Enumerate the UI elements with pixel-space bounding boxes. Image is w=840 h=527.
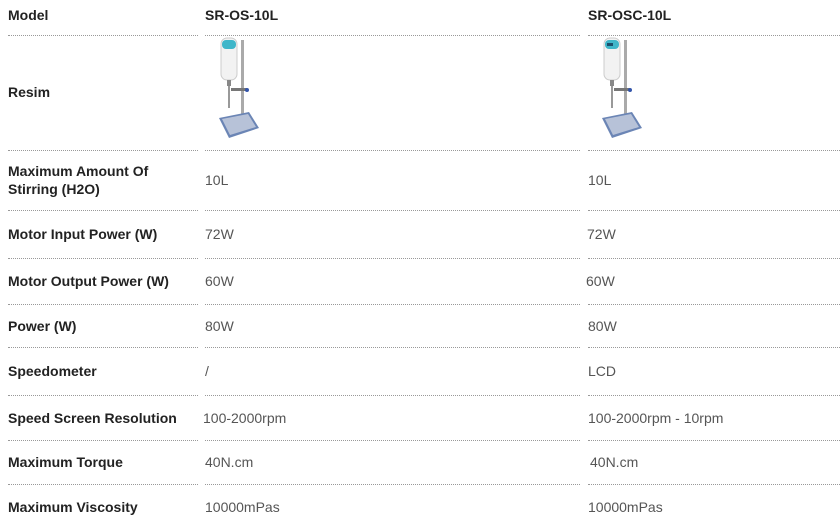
column-header: SR-OSC-10L (588, 4, 671, 26)
cell-value: 40N.cm (205, 442, 253, 482)
cell-value: 60W (205, 260, 234, 302)
row-separator (8, 395, 198, 396)
row-separator (588, 210, 840, 211)
row-separator (8, 210, 198, 211)
row-label: Maximum Torque (8, 442, 200, 482)
row-separator (588, 484, 840, 485)
row-separator (588, 304, 840, 305)
row-separator (205, 258, 580, 259)
cell-value: 72W (587, 212, 616, 256)
row-separator (588, 440, 840, 441)
cell-value: 72W (205, 212, 234, 256)
row-label: Maximum Viscosity (8, 486, 200, 527)
row-label: Power (W) (8, 306, 200, 345)
cell-value: 10L (588, 152, 611, 208)
row-label: Maximum Amount Of Stirring (H2O) (8, 152, 200, 208)
cell-value: 10000mPas (588, 486, 663, 527)
row-separator (8, 35, 198, 36)
row-separator (8, 258, 198, 259)
cell-value: 60W (586, 260, 615, 302)
row-separator (205, 35, 580, 36)
cell-value: 80W (588, 306, 617, 345)
row-separator (588, 35, 840, 36)
row-label: Resim (8, 80, 200, 104)
row-separator (588, 150, 840, 151)
row-separator (8, 440, 198, 441)
spec-table: (() => { const data = JSON.parse(documen… (0, 0, 840, 527)
column-header: SR-OS-10L (205, 4, 278, 26)
row-separator (205, 304, 580, 305)
row-separator (205, 440, 580, 441)
row-separator (205, 210, 580, 211)
row-separator (205, 484, 580, 485)
row-separator (588, 347, 840, 348)
cell-value: 40N.cm (590, 442, 638, 482)
cell-value: 10000mPas (205, 486, 280, 527)
row-separator (205, 150, 580, 151)
row-separator (8, 304, 198, 305)
row-separator (8, 484, 198, 485)
cell-value: 100-2000rpm (203, 397, 286, 438)
product-image (588, 36, 648, 146)
row-separator (588, 395, 840, 396)
row-label: Motor Output Power (W) (8, 260, 200, 302)
row-label: Motor Input Power (W) (8, 212, 200, 256)
row-label: Model (8, 4, 200, 26)
row-label: Speedometer (8, 349, 200, 393)
row-separator (8, 347, 198, 348)
product-image (205, 36, 265, 146)
row-separator (8, 150, 198, 151)
row-separator (205, 395, 580, 396)
cell-value: LCD (588, 349, 616, 393)
row-separator (205, 347, 580, 348)
row-separator (588, 258, 840, 259)
row-label: Speed Screen Resolution (8, 397, 200, 438)
cell-value: 10L (205, 152, 228, 208)
cell-value: 80W (205, 306, 234, 345)
cell-value: / (205, 349, 209, 393)
cell-value: 100-2000rpm - 10rpm (588, 397, 723, 438)
